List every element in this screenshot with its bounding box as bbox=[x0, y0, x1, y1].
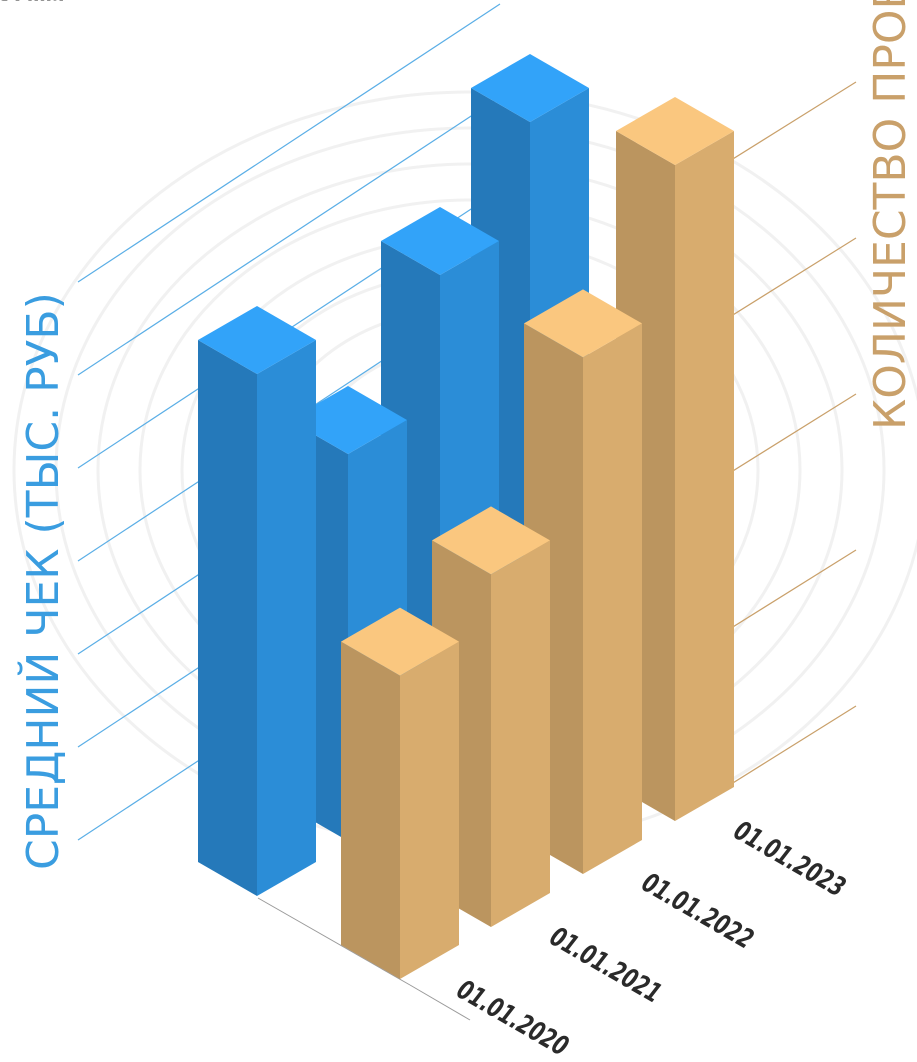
left-tick-labels: 10 00020 00030 00040 00050 00060 00070 0… bbox=[0, 0, 69, 7]
right-tick-label: 4000 bbox=[0, 0, 50, 7]
left-tick-label: 20 000 bbox=[0, 0, 69, 7]
left-gridline bbox=[77, 96, 501, 376]
base-lines bbox=[257, 897, 471, 1021]
left-tick-label: 10 000 bbox=[0, 0, 69, 7]
right-tick-labels: 200040006000800010000 bbox=[0, 0, 63, 7]
gold-bar-01-01-2020 bbox=[341, 607, 459, 979]
left-gridline bbox=[77, 3, 501, 283]
bars-layer bbox=[198, 54, 734, 979]
right-tick-label: 6000 bbox=[0, 0, 50, 7]
left-tick-label: 40 000 bbox=[0, 0, 69, 7]
category-label: 01.01.2021 bbox=[545, 920, 668, 1009]
blue-bar-01-01-2020 bbox=[198, 306, 316, 896]
left-tick-label: 30 000 bbox=[0, 0, 69, 7]
left-tick-label: 60 000 bbox=[0, 0, 69, 7]
right-tick-label: 8000 bbox=[0, 0, 50, 7]
category-label: 01.01.2020 bbox=[452, 973, 575, 1062]
right-tick-label: 10000 bbox=[0, 0, 63, 7]
right-tick-label: 2000 bbox=[0, 0, 50, 7]
right-axis-title: КОЛИЧЕСТВО ПРОВЕРОК bbox=[865, 0, 916, 430]
category-label: 01.01.2023 bbox=[729, 814, 852, 903]
left-tick-label: 50 000 bbox=[0, 0, 69, 7]
left-axis-title: СРЕДНИЙ ЧЕК (ТЫС. РУБ) bbox=[16, 292, 69, 870]
category-label: 01.01.2022 bbox=[637, 866, 760, 955]
left-tick-label: 70 000 bbox=[0, 0, 69, 7]
